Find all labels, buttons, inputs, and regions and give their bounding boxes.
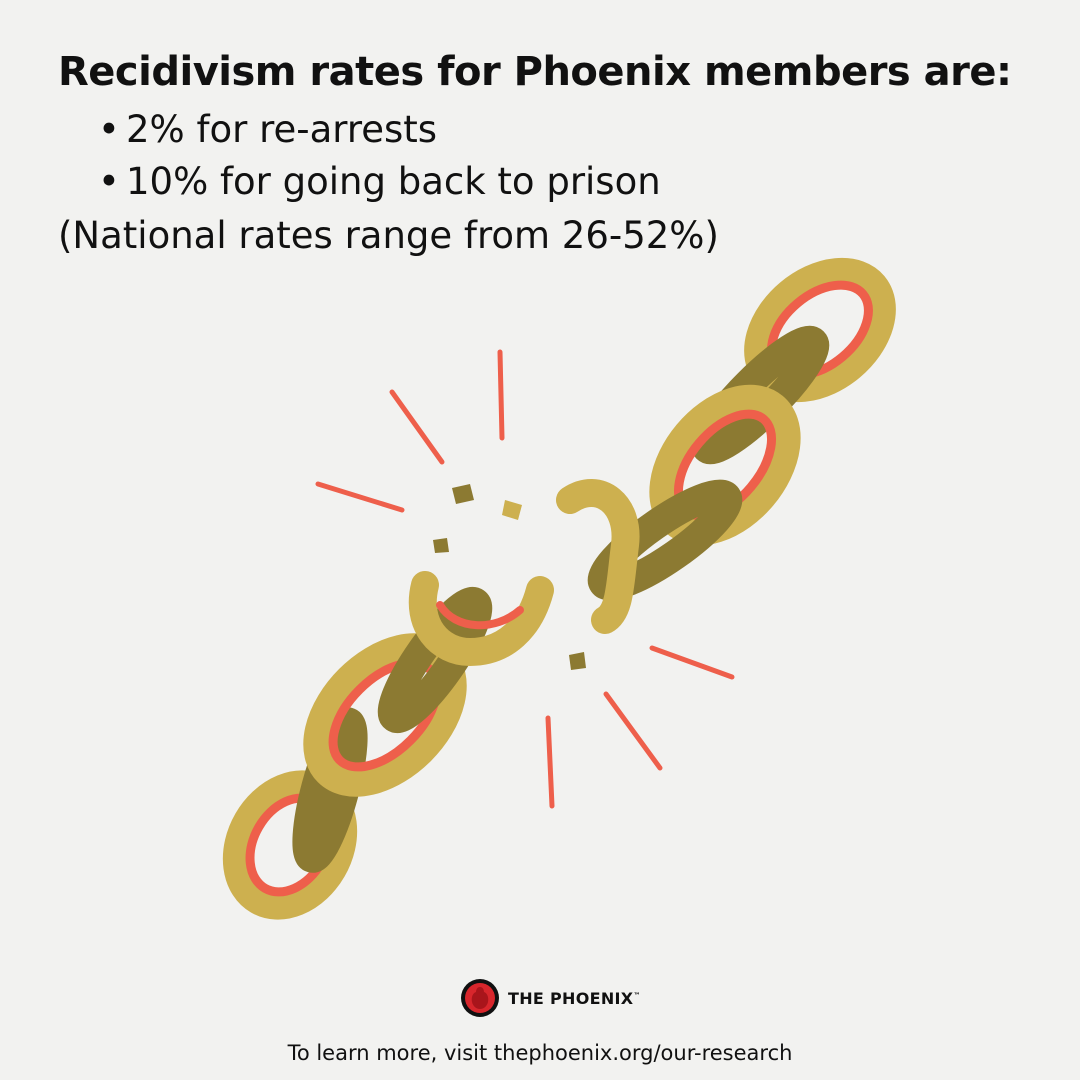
chain-link bbox=[587, 479, 743, 601]
logo-name: THE PHOENIX bbox=[508, 988, 634, 1008]
broken-link-accent bbox=[436, 601, 524, 630]
stats-list: • 2% for re-arrests • 10% for going back t… bbox=[98, 104, 661, 208]
stat-rearrests-text: 2% for re-arrests bbox=[126, 108, 438, 151]
broken-link bbox=[408, 571, 554, 667]
phoenix-bird-icon bbox=[461, 979, 499, 1017]
chain-link bbox=[377, 586, 493, 734]
bullet: • bbox=[98, 160, 120, 203]
stat-prison: • 10% for going back to prison bbox=[98, 156, 661, 208]
chain-fragments-light bbox=[502, 500, 522, 520]
footer-link-text[interactable]: To learn more, visit thephoenix.org/our-… bbox=[287, 1041, 793, 1065]
phoenix-logo[interactable]: THE PHOENIX™ bbox=[460, 976, 641, 1020]
stat-prison-text: 10% for going back to prison bbox=[126, 160, 661, 203]
stat-rearrests: • 2% for re-arrests bbox=[98, 104, 661, 156]
trademark: ™ bbox=[633, 991, 641, 1000]
burst-lines bbox=[315, 349, 735, 809]
broken-link bbox=[556, 479, 640, 634]
national-rates-note: (National rates range from 26-52%) bbox=[58, 214, 719, 257]
headline: Recidivism rates for Phoenix members are… bbox=[58, 49, 1012, 95]
bullet: • bbox=[98, 108, 120, 151]
chain-fragments bbox=[433, 484, 586, 670]
